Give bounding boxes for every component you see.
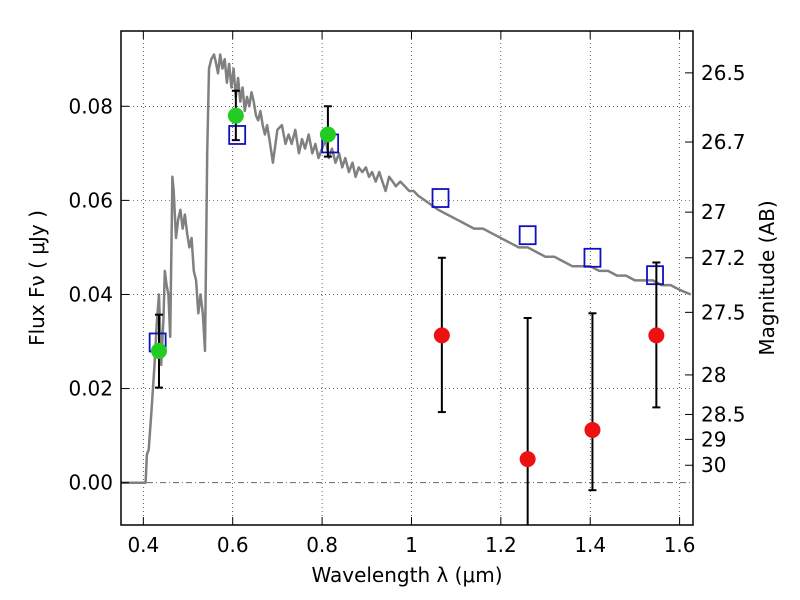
observed-flux-point xyxy=(227,107,244,124)
observed-flux-point xyxy=(648,327,665,344)
y2-tick-label: 28 xyxy=(701,363,726,387)
model-photometry-square xyxy=(583,247,602,268)
y2-tick-label: 26.7 xyxy=(701,130,746,154)
x-tick-label: 0.8 xyxy=(306,533,338,557)
plot-frame xyxy=(120,30,694,526)
x-tick-label: 1 xyxy=(405,533,418,557)
model-photometry-square xyxy=(518,225,537,246)
x-axis-label: Wavelength λ (μm) xyxy=(311,563,502,587)
x-tick-label: 1.6 xyxy=(664,533,696,557)
x-tick-label: 1.2 xyxy=(485,533,517,557)
observed-flux-point xyxy=(150,342,167,359)
y2-tick-label: 30 xyxy=(701,453,726,477)
y2-tick-label: 28.5 xyxy=(701,402,746,426)
y-tick-label: 0.04 xyxy=(68,282,113,306)
x-tick-label: 0.6 xyxy=(217,533,249,557)
plot-background xyxy=(121,31,693,525)
y2-tick-label: 27.5 xyxy=(701,300,746,324)
y2-tick-label: 29 xyxy=(701,427,726,451)
y-tick-label: 0.06 xyxy=(68,188,113,212)
y2-tick-label: 27 xyxy=(701,200,726,224)
y2-axis-label: Magnitude (AB) xyxy=(755,200,779,355)
grid xyxy=(121,31,693,525)
y2-tick-label: 26.5 xyxy=(701,61,746,85)
y2-tick-label: 27.2 xyxy=(701,246,746,270)
axes: 0.4 0.6 0.8 1 1.2 1.4 1.6 0.00 0.02 0.04 0.06 0.08 2… xyxy=(68,31,746,557)
observed-flux-point xyxy=(433,327,450,344)
observed-flux-point xyxy=(519,451,536,468)
y-tick-label: 0.08 xyxy=(68,94,113,118)
model-photometry-square xyxy=(228,125,247,145)
observed-flux-point xyxy=(584,421,601,438)
model-photometry-square xyxy=(646,265,664,286)
observed-flux-point xyxy=(319,126,336,143)
x-tick-label: 0.4 xyxy=(127,533,159,557)
y-tick-label: 0.02 xyxy=(68,377,113,401)
model-spectrum-line xyxy=(121,53,692,484)
y-axis-label: Flux Fν ( μJy ) xyxy=(25,210,49,346)
plot-area xyxy=(121,53,692,525)
x-tick-label: 1.4 xyxy=(574,533,606,557)
model-photometry-square xyxy=(431,188,450,208)
y-tick-label: 0.00 xyxy=(68,471,113,495)
